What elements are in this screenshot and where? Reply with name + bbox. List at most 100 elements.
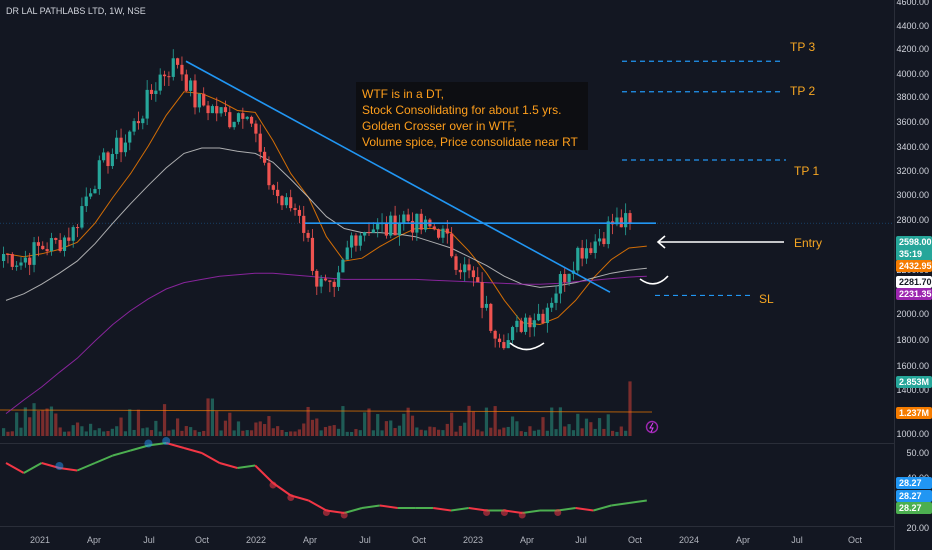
candle: [319, 278, 323, 287]
candle: [254, 123, 258, 134]
volume-bar: [463, 422, 467, 436]
rsi-segment: [254, 464, 274, 484]
candle: [358, 235, 362, 246]
rsi-segment: [450, 507, 469, 512]
price-axis-label: 3200.00: [896, 166, 929, 176]
candle: [510, 327, 515, 341]
volume-bar: [550, 407, 554, 436]
rsi-segment: [468, 507, 487, 512]
rsi-segment: [183, 447, 203, 454]
volume-bar: [497, 429, 502, 436]
volume-bar: [36, 410, 40, 436]
volume-bar: [284, 431, 288, 436]
candle: [554, 293, 558, 303]
candle: [115, 137, 119, 154]
candle: [524, 317, 528, 332]
volume-bar: [293, 431, 297, 436]
volume-bar: [263, 424, 267, 436]
volume-bar: [193, 430, 197, 436]
volume-bar: [289, 431, 293, 436]
candle: [615, 217, 619, 225]
volume-bar: [45, 408, 49, 436]
volume-bar: [384, 421, 388, 436]
volume-bar: [519, 431, 523, 436]
volume-bar: [380, 430, 384, 436]
candle: [215, 106, 219, 114]
rsi-segment: [201, 452, 221, 464]
candle: [267, 162, 271, 186]
rsi-trough-marker: [554, 509, 562, 516]
candle: [528, 317, 532, 328]
rsi-segment: [575, 507, 594, 512]
candle: [371, 229, 375, 233]
candle: [628, 213, 632, 224]
candle: [54, 238, 58, 240]
time-axis-label: Apr: [303, 535, 317, 545]
candle: [289, 197, 293, 209]
candlesticks: [2, 49, 632, 350]
bottom-arc-left: [509, 342, 545, 351]
candle: [423, 219, 428, 230]
candle: [467, 264, 471, 271]
volume-bar: [628, 381, 632, 436]
price-axis-label: 4600.00: [896, 0, 929, 7]
volume-bar: [271, 428, 275, 436]
candle: [249, 116, 254, 124]
event-icon[interactable]: [645, 420, 659, 434]
candle: [189, 80, 193, 91]
volume-bar: [241, 430, 245, 436]
volume-bar: [102, 431, 106, 436]
volume-last-tag: 2.853M: [899, 377, 929, 387]
candle: [176, 58, 180, 65]
downtrend-line: [185, 60, 611, 293]
candle: [302, 215, 306, 233]
volume-bar: [393, 428, 397, 436]
volume-bar: [597, 418, 602, 436]
volume-bar: [354, 429, 358, 436]
candle: [597, 238, 602, 242]
rsi-segment: [165, 442, 185, 449]
candle: [458, 269, 462, 273]
candle: [171, 58, 175, 77]
rsi-trough-marker: [322, 509, 330, 516]
volume-bar: [471, 411, 475, 436]
candle: [149, 89, 154, 94]
candle: [297, 209, 301, 216]
sma-mid-line: [5, 147, 647, 301]
candle: [145, 89, 149, 119]
candle: [162, 74, 167, 77]
volume-bar: [545, 430, 549, 436]
time-axis-label: Oct: [848, 535, 863, 545]
trendline[interactable]: [185, 60, 656, 293]
candle: [541, 313, 545, 324]
time-axis-label: Oct: [628, 535, 643, 545]
annotation-box[interactable]: WTF is in a DT, Stock Consolidating for …: [356, 82, 588, 150]
candle: [106, 152, 110, 167]
volume-bar: [402, 413, 406, 436]
rsi-segment: [433, 507, 452, 512]
candle: [6, 254, 10, 256]
volume-bar: [49, 406, 54, 436]
rsi-trough-marker: [269, 481, 277, 489]
candle: [593, 241, 597, 253]
time-axis-label: 2023: [463, 535, 483, 545]
candle: [537, 313, 541, 321]
volume-bar: [589, 422, 593, 436]
time-axis[interactable]: 2021 Apr Jul Oct 2022 Apr Jul Oct 2023 Apr Jul Oct 2…: [30, 535, 863, 545]
volume-bar: [149, 430, 154, 436]
volume-bar: [319, 430, 323, 436]
rsi-segment: [361, 504, 380, 509]
volume-bar: [445, 423, 449, 436]
candle: [232, 121, 236, 128]
price-axis-label: 1600.00: [896, 361, 929, 371]
volume-bar: [141, 428, 145, 436]
candle: [306, 232, 310, 238]
time-axis-label: Apr: [87, 535, 101, 545]
candle: [454, 256, 458, 270]
candle: [258, 133, 262, 152]
volume-bar: [450, 412, 454, 436]
rsi-segment: [557, 507, 576, 512]
candle: [484, 303, 489, 308]
candle: [158, 74, 162, 91]
